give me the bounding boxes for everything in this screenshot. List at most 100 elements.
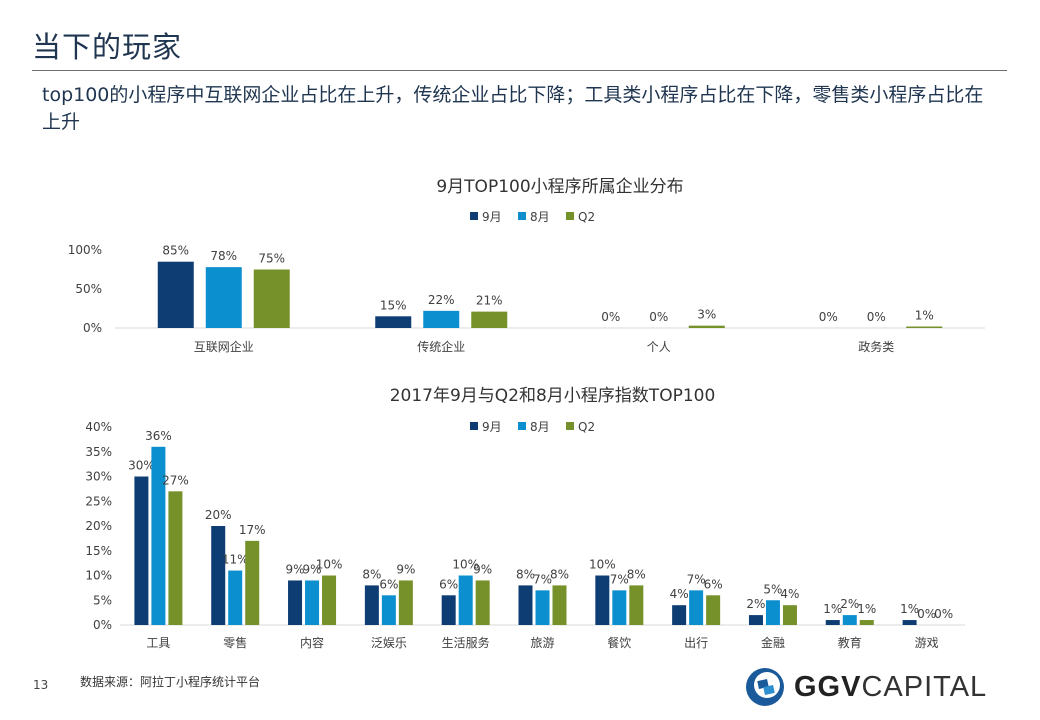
chart2-data-label-9-1: 2% xyxy=(840,597,859,611)
chart1-x-label-3: 政务类 xyxy=(858,339,894,354)
chart2-legend-label-0: 9月 xyxy=(482,420,502,434)
chart2-legend-swatch-2 xyxy=(566,422,574,430)
chart2-data-label-3-1: 6% xyxy=(379,577,398,591)
chart2-bar-0-0 xyxy=(134,476,149,625)
chart2-data-label-7-0: 4% xyxy=(670,587,689,601)
chart2-y-tick-7: 35% xyxy=(85,445,112,459)
chart1-y-tick-2: 100% xyxy=(68,243,102,257)
chart2-x-label-4: 生活服务 xyxy=(442,635,490,650)
chart1-data-label-3-2: 1% xyxy=(915,309,934,323)
chart1-data-label-3-0: 0% xyxy=(819,310,838,324)
chart2-bar-0-1 xyxy=(151,446,166,625)
chart2-bar-8-0 xyxy=(748,615,763,625)
chart1-x-label-1: 传统企业 xyxy=(417,339,465,354)
chart1-data-label-2-1: 0% xyxy=(649,310,668,324)
title-divider xyxy=(32,70,1007,71)
chart2-bar-4-1 xyxy=(458,575,473,625)
chart1-bar-3-2 xyxy=(906,326,943,328)
chart1-legend-label-1: 8月 xyxy=(530,210,550,224)
page-subtitle: top100的小程序中互联网企业占比在上升，传统企业占比下降；工具类小程序占比在… xyxy=(42,84,984,133)
chart2-bar-10-0 xyxy=(902,620,917,625)
chart1-bar-1-1 xyxy=(423,310,460,328)
chart2-bar-7-0 xyxy=(672,605,687,625)
chart1-y-tick-1: 50% xyxy=(75,282,102,296)
chart2-bar-1-0 xyxy=(211,526,226,625)
chart2-y-tick-5: 25% xyxy=(85,494,112,508)
chart2-data-label-5-1: 7% xyxy=(533,572,552,586)
chart1-data-label-1-0: 15% xyxy=(380,298,407,312)
chart2-data-label-8-2: 4% xyxy=(780,587,799,601)
chart2-x-label-8: 金融 xyxy=(761,635,785,650)
chart1-bar-2-2 xyxy=(688,325,725,328)
chart2-x-label-5: 旅游 xyxy=(530,636,554,650)
chart1-x-label-2: 个人 xyxy=(647,340,671,354)
chart2-title: 2017年9月与Q2和8月小程序指数TOP100 xyxy=(390,386,716,406)
chart2-bar-6-0 xyxy=(595,575,610,625)
chart1-data-label-0-1: 78% xyxy=(210,249,237,263)
chart2-y-tick-6: 30% xyxy=(85,470,112,484)
chart2-bar-1-2 xyxy=(245,540,260,625)
chart2-data-label-1-0: 20% xyxy=(205,508,232,522)
chart2-data-label-10-2: 0% xyxy=(934,607,953,621)
chart2-x-label-1: 零售 xyxy=(223,635,247,650)
chart2-bar-3-2 xyxy=(398,580,413,625)
chart2-x-label-6: 餐饮 xyxy=(607,635,631,650)
chart1-bar-0-2 xyxy=(253,269,290,328)
chart2-data-label-0-0: 30% xyxy=(128,459,155,473)
chart2-bar-8-1 xyxy=(765,600,780,625)
chart2-data-label-6-2: 8% xyxy=(627,567,646,581)
chart2-data-label-6-0: 10% xyxy=(589,558,616,572)
chart2-data-label-0-2: 27% xyxy=(162,473,189,487)
chart1-legend-swatch-0 xyxy=(470,212,478,220)
chart1-legend-label-0: 9月 xyxy=(482,210,502,224)
chart2-data-label-10-1: 0% xyxy=(917,607,936,621)
chart1-x-label-0: 互联网企业 xyxy=(194,339,254,354)
chart1-data-label-1-1: 22% xyxy=(428,293,455,307)
chart2-x-label-9: 教育 xyxy=(838,635,862,650)
chart2-bar-0-2 xyxy=(168,491,183,625)
chart2-bar-2-0 xyxy=(288,580,303,625)
chart2-data-label-8-1: 5% xyxy=(763,582,782,596)
chart1-bar-1-2 xyxy=(471,311,508,328)
chart2-y-tick-0: 0% xyxy=(93,618,112,632)
chart2-data-label-0-1: 36% xyxy=(145,429,172,443)
chart2-bar-5-0 xyxy=(518,585,533,625)
chart2-data-label-4-2: 9% xyxy=(473,562,492,576)
chart2-data-label-2-2: 10% xyxy=(316,558,343,572)
chart2-bar-4-0 xyxy=(441,595,456,625)
chart2-x-label-7: 出行 xyxy=(684,636,708,650)
chart2-data-label-8-0: 2% xyxy=(746,597,765,611)
page-title: 当下的玩家 xyxy=(32,30,183,64)
logo-text-bold: GGV xyxy=(794,670,862,703)
chart2-data-label-5-2: 8% xyxy=(550,567,569,581)
chart1-data-label-2-0: 0% xyxy=(601,310,620,324)
chart1-bar-0-1 xyxy=(205,267,242,328)
chart2-y-tick-2: 10% xyxy=(85,569,112,583)
chart2-data-label-6-1: 7% xyxy=(610,572,629,586)
chart2-bar-1-1 xyxy=(228,570,243,625)
chart2-data-label-5-0: 8% xyxy=(516,567,535,581)
chart2-legend-swatch-0 xyxy=(470,422,478,430)
chart2-legend-label-2: Q2 xyxy=(578,420,595,434)
chart2-data-label-2-0: 9% xyxy=(286,562,305,576)
chart1-bar-1-0 xyxy=(375,316,412,328)
chart1-data-label-2-2: 3% xyxy=(697,308,716,322)
chart2-bar-2-2 xyxy=(322,575,337,625)
chart1-bar-0-0 xyxy=(157,261,194,328)
chart1-title: 9月TOP100小程序所属企业分布 xyxy=(436,177,683,197)
chart2-data-label-3-2: 9% xyxy=(396,562,415,576)
chart2-data-label-4-0: 6% xyxy=(439,577,458,591)
chart2-bar-9-1 xyxy=(842,615,857,625)
chart2-legend-label-1: 8月 xyxy=(530,420,550,434)
data-source-note: 数据来源：阿拉丁小程序统计平台 xyxy=(80,675,261,689)
chart2-bar-4-2 xyxy=(475,580,490,625)
chart2-bar-3-0 xyxy=(364,585,379,625)
chart1-legend-swatch-1 xyxy=(518,212,526,220)
chart2-y-tick-8: 40% xyxy=(85,420,112,434)
chart2-data-label-3-0: 8% xyxy=(362,567,381,581)
chart1-legend-label-2: Q2 xyxy=(578,210,595,224)
chart2-bar-7-2 xyxy=(706,595,721,625)
chart2-data-label-7-2: 6% xyxy=(704,577,723,591)
chart2-bar-7-1 xyxy=(689,590,704,625)
chart1-data-label-3-1: 0% xyxy=(867,310,886,324)
